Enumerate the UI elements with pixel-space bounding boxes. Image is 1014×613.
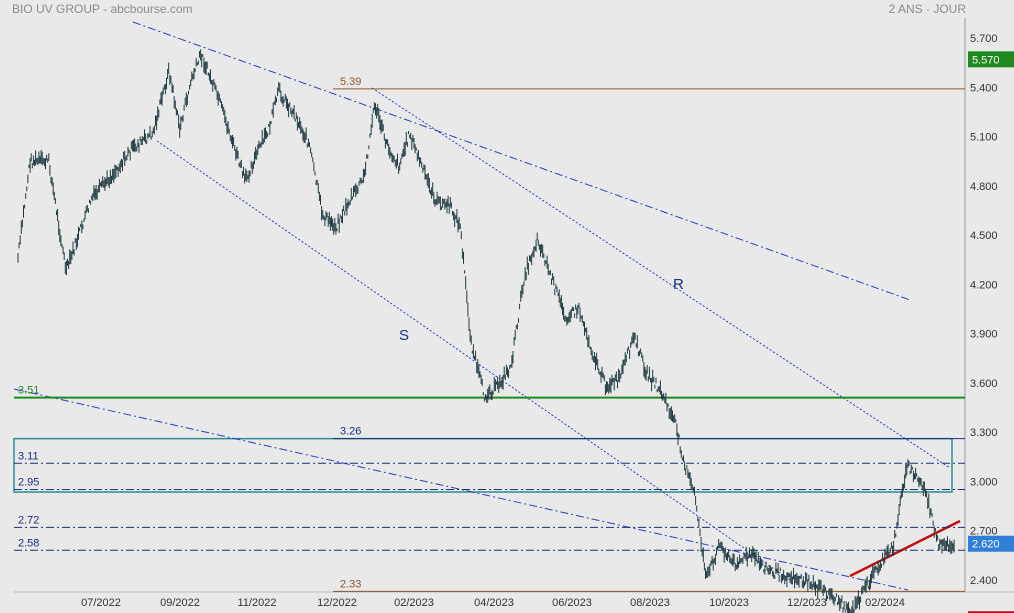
level-label: 3.26	[340, 426, 361, 438]
price-badge	[968, 51, 1014, 68]
y-tick-label: 2.700	[970, 526, 998, 538]
resistance-zone	[13, 437, 953, 493]
level-label: 3.11	[18, 450, 39, 462]
x-tick-label: 11/2022	[238, 597, 277, 609]
level-label: 5.39	[340, 76, 361, 88]
x-tick-label: 04/2023	[474, 597, 514, 609]
y-tick-label: 5.700	[970, 33, 998, 45]
resistance-trendline	[371, 87, 951, 469]
chart-period: 2 ANS · JOUR	[888, 2, 966, 16]
y-tick-label: 3.000	[970, 476, 998, 488]
level-label: 3.51	[18, 385, 39, 397]
y-tick-label: 3.600	[970, 378, 998, 390]
price-badge-label: 2.620	[972, 539, 1000, 551]
x-tick-label: 12/2022	[317, 597, 357, 609]
x-tick-label: 02/2024	[865, 597, 905, 609]
level-label: 2.95	[18, 477, 39, 489]
x-tick-label: 06/2023	[552, 597, 592, 609]
y-tick-label: 3.300	[970, 427, 998, 439]
y-tick-label: 5.100	[970, 132, 998, 144]
annotation-r: R	[673, 276, 684, 293]
chart-title: BIO UV GROUP - abcbourse.com	[12, 2, 193, 16]
level-label: 2.33	[340, 578, 361, 590]
price-bars	[17, 49, 955, 613]
annotation-s: S	[399, 327, 409, 344]
lower-channel-line	[156, 140, 791, 581]
y-tick-label: 5.400	[970, 82, 998, 94]
price-badge-label: 5.570	[972, 54, 1000, 66]
price-badge	[968, 611, 1014, 613]
x-tick-label: 08/2023	[630, 597, 670, 609]
x-tick-label: 12/2023	[787, 597, 827, 609]
y-tick-label: 4.800	[970, 181, 998, 193]
y-tick-label: 4.500	[970, 230, 998, 242]
x-tick-label: 09/2022	[160, 597, 200, 609]
level-label: 2.72	[18, 514, 39, 526]
y-tick-label: 3.900	[970, 329, 998, 341]
y-tick-label: 4.200	[970, 279, 998, 291]
level-label: 2.58	[18, 537, 39, 549]
y-tick-label: 2.400	[970, 575, 998, 587]
support-trendline	[849, 519, 961, 578]
x-tick-label: 02/2023	[394, 597, 434, 609]
x-tick-label: 07/2022	[81, 597, 121, 609]
price-badge	[968, 535, 1014, 552]
upper-trendline	[132, 21, 911, 301]
x-tick-label: 10/2023	[709, 597, 749, 609]
long-support-trendline	[13, 388, 909, 591]
